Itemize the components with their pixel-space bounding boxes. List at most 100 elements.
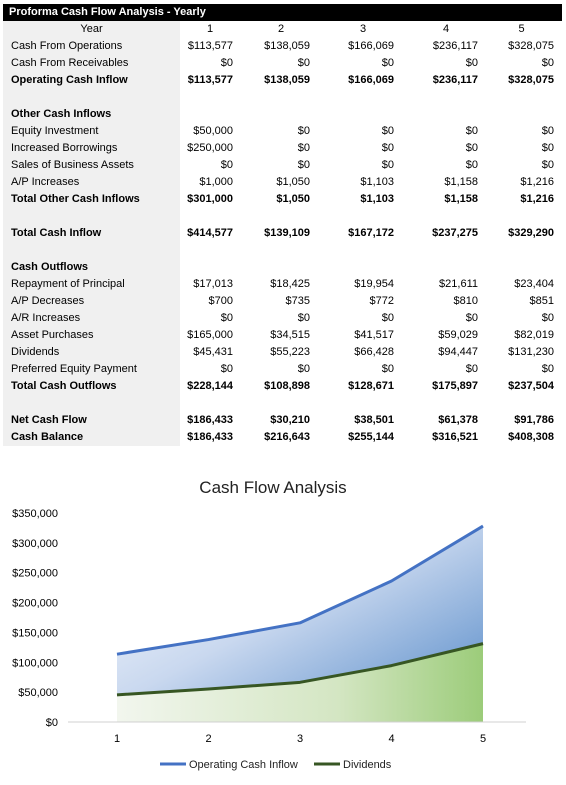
cell-year-5[interactable]: $131,230 <box>508 346 554 358</box>
cell-year-5[interactable]: $851 <box>529 295 554 307</box>
cell-year-2[interactable]: $0 <box>297 125 310 137</box>
cell-year-4[interactable]: $61,378 <box>438 414 478 426</box>
cell-year-2[interactable]: $138,059 <box>264 74 310 86</box>
cell-year-5[interactable]: $408,308 <box>508 431 554 443</box>
cell-year-3[interactable]: $38,501 <box>354 414 394 426</box>
cell-year-3[interactable]: $0 <box>381 159 394 171</box>
cell-year-4[interactable]: $0 <box>465 312 478 324</box>
cell-year-4[interactable]: $0 <box>465 363 478 375</box>
cell-year-2[interactable]: $34,515 <box>270 329 310 341</box>
row-label[interactable]: Net Cash Flow <box>3 412 180 429</box>
cell-year-3[interactable]: $1,103 <box>360 193 394 205</box>
cell-year-1[interactable]: $0 <box>220 159 233 171</box>
cell-year-4[interactable]: $810 <box>453 295 478 307</box>
row-label[interactable] <box>3 208 180 225</box>
year-header-3[interactable]: 3 <box>359 23 367 35</box>
cell-year-3[interactable]: $166,069 <box>348 40 394 52</box>
cell-year-5[interactable]: $1,216 <box>520 193 554 205</box>
cell-year-5[interactable]: $0 <box>541 312 554 324</box>
cell-year-3[interactable]: $166,069 <box>348 74 394 86</box>
cell-year-4[interactable]: $0 <box>465 142 478 154</box>
cell-year-5[interactable]: $0 <box>541 142 554 154</box>
cell-year-2[interactable]: $0 <box>297 363 310 375</box>
cell-year-3[interactable]: $255,144 <box>348 431 394 443</box>
cell-year-2[interactable]: $1,050 <box>276 193 310 205</box>
cell-year-2[interactable]: $55,223 <box>270 346 310 358</box>
cell-year-3[interactable]: $41,517 <box>354 329 394 341</box>
cell-year-5[interactable]: $91,786 <box>514 414 554 426</box>
cell-year-4[interactable]: $0 <box>465 159 478 171</box>
row-label[interactable]: Dividends <box>3 344 180 361</box>
cell-year-4[interactable]: $0 <box>465 125 478 137</box>
cell-year-4[interactable]: $1,158 <box>444 176 478 188</box>
cell-year-3[interactable]: $0 <box>381 125 394 137</box>
cell-year-5[interactable]: $0 <box>541 57 554 69</box>
cell-year-2[interactable]: $108,898 <box>264 380 310 392</box>
cell-year-2[interactable]: $18,425 <box>270 278 310 290</box>
cell-year-5[interactable]: $329,290 <box>508 227 554 239</box>
cell-year-2[interactable]: $735 <box>285 295 310 307</box>
cell-year-1[interactable]: $0 <box>220 363 233 375</box>
row-label[interactable]: A/R Increases <box>3 310 180 327</box>
cell-year-1[interactable]: $50,000 <box>193 125 233 137</box>
cell-year-4[interactable]: $0 <box>465 57 478 69</box>
row-label[interactable] <box>3 242 180 259</box>
year-header-2[interactable]: 2 <box>277 23 285 35</box>
row-label[interactable]: Total Other Cash Inflows <box>3 191 180 208</box>
cell-year-4[interactable]: $236,117 <box>432 40 478 52</box>
row-label[interactable] <box>3 395 180 412</box>
cell-year-5[interactable]: $23,404 <box>514 278 554 290</box>
cell-year-1[interactable]: $186,433 <box>187 431 233 443</box>
cell-year-3[interactable]: $66,428 <box>354 346 394 358</box>
cell-year-3[interactable]: $128,671 <box>348 380 394 392</box>
cell-year-3[interactable]: $772 <box>369 295 394 307</box>
row-label[interactable]: Sales of Business Assets <box>3 157 180 174</box>
cell-year-2[interactable]: $0 <box>297 159 310 171</box>
cell-year-4[interactable]: $94,447 <box>438 346 478 358</box>
row-label[interactable]: Operating Cash Inflow <box>3 72 180 89</box>
cell-year-5[interactable]: $328,075 <box>508 40 554 52</box>
cell-year-1[interactable]: $45,431 <box>193 346 233 358</box>
row-label[interactable]: Cash Outflows <box>3 259 180 276</box>
row-label[interactable]: Total Cash Outflows <box>3 378 180 395</box>
cell-year-5[interactable]: $1,216 <box>520 176 554 188</box>
row-label[interactable]: Cash From Operations <box>3 38 180 55</box>
cell-year-3[interactable]: $19,954 <box>354 278 394 290</box>
cell-year-1[interactable]: $113,577 <box>187 40 233 52</box>
row-label[interactable] <box>3 89 180 106</box>
cell-year-2[interactable]: $1,050 <box>276 176 310 188</box>
cell-year-1[interactable]: $0 <box>220 57 233 69</box>
cell-year-4[interactable]: $236,117 <box>432 74 478 86</box>
cell-year-2[interactable]: $216,643 <box>264 431 310 443</box>
cell-year-1[interactable]: $301,000 <box>187 193 233 205</box>
cell-year-5[interactable]: $0 <box>541 159 554 171</box>
cell-year-2[interactable]: $139,109 <box>264 227 310 239</box>
cell-year-4[interactable]: $175,897 <box>432 380 478 392</box>
cell-year-3[interactable]: $0 <box>381 57 394 69</box>
row-label[interactable]: Total Cash Inflow <box>3 225 180 242</box>
cell-year-1[interactable]: $700 <box>208 295 233 307</box>
cell-year-4[interactable]: $316,521 <box>432 431 478 443</box>
cell-year-1[interactable]: $1,000 <box>199 176 233 188</box>
cell-year-1[interactable]: $228,144 <box>187 380 233 392</box>
cell-year-3[interactable]: $0 <box>381 142 394 154</box>
cell-year-4[interactable]: $1,158 <box>444 193 478 205</box>
cell-year-1[interactable]: $165,000 <box>187 329 233 341</box>
cell-year-2[interactable]: $0 <box>297 57 310 69</box>
row-label[interactable]: Repayment of Principal <box>3 276 180 293</box>
cell-year-1[interactable]: $17,013 <box>193 278 233 290</box>
year-header-5[interactable]: 5 <box>518 23 525 35</box>
cell-year-1[interactable]: $414,577 <box>187 227 233 239</box>
cell-year-3[interactable]: $0 <box>381 363 394 375</box>
cell-year-2[interactable]: $0 <box>297 142 310 154</box>
row-label[interactable]: A/P Increases <box>3 174 180 191</box>
cell-year-5[interactable]: $82,019 <box>514 329 554 341</box>
year-header-4[interactable]: 4 <box>442 23 450 35</box>
cell-year-2[interactable]: $30,210 <box>270 414 310 426</box>
cell-year-5[interactable]: $0 <box>541 125 554 137</box>
cell-year-5[interactable]: $237,504 <box>508 380 554 392</box>
cell-year-4[interactable]: $59,029 <box>438 329 478 341</box>
cell-year-1[interactable]: $186,433 <box>187 414 233 426</box>
cell-year-1[interactable]: $113,577 <box>187 74 233 86</box>
row-label[interactable]: Preferred Equity Payment <box>3 361 180 378</box>
